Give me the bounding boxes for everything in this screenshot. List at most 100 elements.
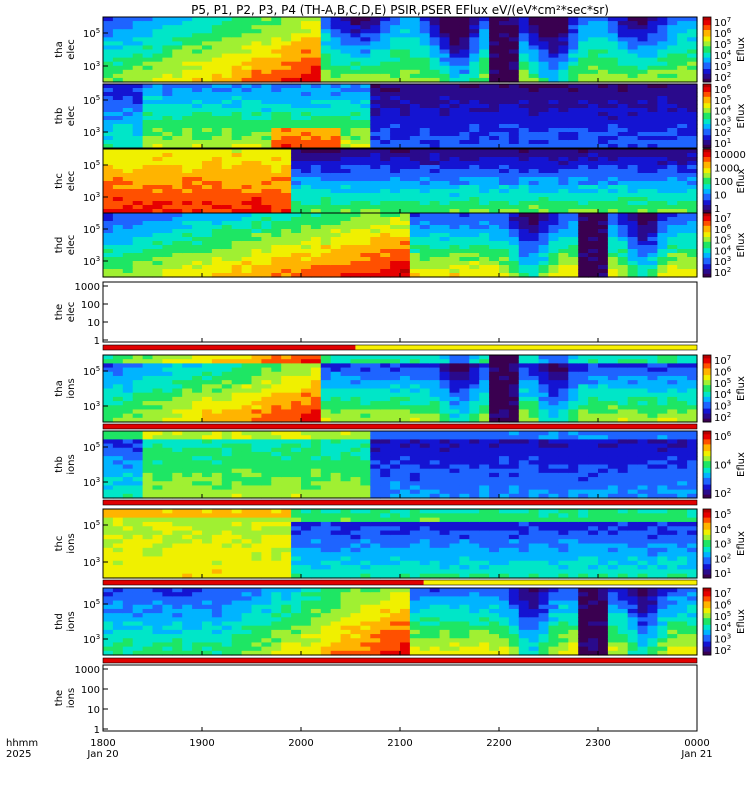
spectrogram-cell <box>429 37 441 42</box>
spectrogram-cell <box>261 57 272 63</box>
spectrogram-cell <box>479 409 490 415</box>
spectrogram-cell <box>261 165 272 170</box>
spectrogram-cell <box>409 257 421 262</box>
spectrogram-cell <box>231 181 243 186</box>
spectrogram-cell <box>122 409 134 415</box>
spectrogram-cell <box>409 241 421 246</box>
spectrogram-cell <box>677 132 688 137</box>
spectrogram-cell <box>390 153 401 158</box>
spectrogram-cell <box>469 128 480 133</box>
spectrogram-cell <box>221 269 233 274</box>
spectrogram-cell <box>221 136 233 141</box>
spectrogram-cell <box>301 225 312 230</box>
spectrogram-cell <box>568 413 579 419</box>
spectrogram-cell <box>677 209 688 214</box>
spectrogram-cell <box>518 367 530 373</box>
spectrogram-cell <box>390 29 401 34</box>
spectrogram-cell <box>409 65 421 71</box>
spectrogram-cell <box>370 173 381 178</box>
spectrogram-cell <box>291 25 302 30</box>
spectrogram-cell <box>142 213 154 218</box>
spectrogram-cell <box>627 157 639 162</box>
spectrogram-cell <box>439 189 451 194</box>
spectrogram-cell <box>667 69 678 75</box>
spectrogram-cell <box>409 417 421 423</box>
spectrogram-cell <box>142 273 154 278</box>
spectrogram-cell <box>202 149 213 154</box>
spectrogram-cell <box>360 221 371 226</box>
spectrogram-cell <box>429 61 441 67</box>
spectrogram-cell <box>627 25 639 30</box>
spectrogram-cell <box>231 140 243 145</box>
spectrogram-cell <box>598 21 609 26</box>
spectrogram-cell <box>508 205 520 210</box>
spectrogram-cell <box>439 233 451 238</box>
colorbar-segment <box>703 28 711 31</box>
spectrogram-cell <box>103 401 114 406</box>
colorbar-segment <box>703 184 711 187</box>
spectrogram-cell <box>350 21 361 26</box>
spectrogram-cell <box>320 165 332 170</box>
spectrogram-cell <box>518 169 530 174</box>
spectrogram-cell <box>271 193 282 198</box>
spectrogram-cell <box>508 21 520 26</box>
spectrogram-cell <box>192 217 203 222</box>
colorbar-segment <box>703 100 711 103</box>
spectrogram-cell <box>449 45 460 51</box>
spectrogram-cell <box>152 124 163 129</box>
spectrogram-cell <box>508 177 520 182</box>
spectrogram-cell <box>162 17 173 22</box>
spectrogram-cell <box>330 165 342 170</box>
spectrogram-cell <box>281 217 292 222</box>
spectrogram-cell <box>647 112 658 117</box>
spectrogram-cell <box>657 209 668 214</box>
spectrogram-cell <box>360 53 371 59</box>
spectrogram-cell <box>568 269 579 274</box>
spectrogram-cell <box>112 161 124 166</box>
spectrogram-cell <box>112 153 124 158</box>
spectrogram-cell <box>142 269 154 274</box>
spectrogram-cell <box>122 69 134 75</box>
spectrogram-cell <box>211 177 223 182</box>
spectrogram-cell <box>132 49 144 55</box>
spectrogram-cell <box>627 136 639 141</box>
spectrogram-cell <box>419 128 431 133</box>
spectrogram-cell <box>251 21 262 26</box>
spectrogram-cell <box>558 69 569 75</box>
spectrogram-cell <box>380 120 391 125</box>
spectrogram-cell <box>231 257 243 262</box>
spectrogram-cell <box>132 359 144 364</box>
spectrogram-cell <box>360 417 371 423</box>
spectrogram-cell <box>192 401 203 406</box>
spectrogram-cell <box>162 116 173 121</box>
spectrogram-cell <box>103 45 114 51</box>
spectrogram-cell <box>647 205 658 210</box>
spectrogram-cell <box>211 157 223 162</box>
spectrogram-cell <box>330 37 342 42</box>
spectrogram-cell <box>172 69 183 75</box>
spectrogram-cell <box>152 388 163 394</box>
spectrogram-cell <box>112 261 124 266</box>
spectrogram-cell <box>261 61 272 67</box>
spectrogram-cell <box>400 45 411 51</box>
spectrogram-cell <box>202 69 213 75</box>
spectrogram-cell <box>281 169 292 174</box>
spectrogram-cell <box>637 189 649 194</box>
spectrogram-cell <box>301 363 312 369</box>
spectrogram-cell <box>617 157 629 162</box>
spectrogram-cell <box>172 61 183 67</box>
spectrogram-cell <box>380 53 391 59</box>
spectrogram-cell <box>380 409 391 415</box>
spectrogram-cell <box>677 120 688 125</box>
spectrogram-cell <box>360 201 371 206</box>
spectrogram-cell <box>103 241 114 246</box>
spectrogram-cell <box>499 153 510 158</box>
spectrogram-cell <box>548 104 559 109</box>
spectrogram-cell <box>152 417 163 423</box>
spectrogram-cell <box>469 221 480 226</box>
spectrogram-cell <box>221 149 233 154</box>
spectrogram-cell <box>271 273 282 278</box>
panel-frame <box>102 281 698 343</box>
spectrogram-cell <box>469 17 480 22</box>
spectrogram-cell <box>261 193 272 198</box>
